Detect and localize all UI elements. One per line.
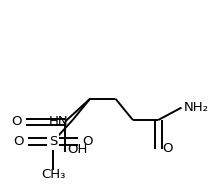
Text: NH₂: NH₂ (183, 101, 208, 114)
Text: O: O (12, 115, 22, 128)
Text: O: O (14, 135, 24, 148)
Text: OH: OH (67, 143, 87, 156)
Text: CH₃: CH₃ (41, 168, 65, 181)
Text: HN: HN (49, 115, 69, 128)
Text: S: S (49, 135, 57, 148)
Text: O: O (82, 135, 93, 148)
Text: O: O (162, 142, 173, 155)
